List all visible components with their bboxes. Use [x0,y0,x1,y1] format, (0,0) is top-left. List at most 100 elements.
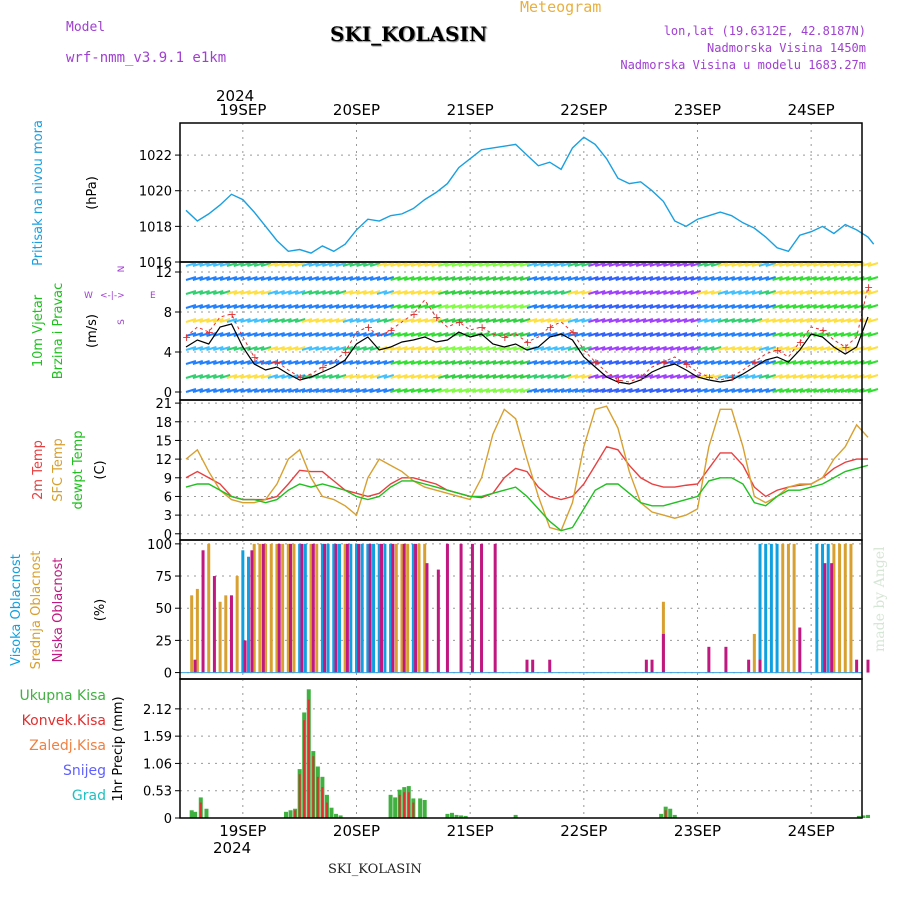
wind-barb [765,276,776,281]
wind-barb [635,374,647,379]
wind-barb [642,262,654,267]
wind-barb [322,360,333,365]
wind-barb [492,276,504,281]
wind-barb [833,374,845,379]
wind-barb [663,276,674,281]
wind-barb [458,276,470,281]
precip-unit: 1hr Precip (mm) [111,696,126,801]
wind-barb [690,262,701,267]
wind-barb [219,374,231,379]
wind-barb [806,374,817,379]
wind-barb [663,332,674,337]
wind-barb [458,318,470,323]
precip-total-bar [288,810,293,818]
wind-barb [690,332,701,337]
wind-barb [779,374,790,379]
wind-barb [744,346,756,351]
wind-barb [656,290,667,295]
wind-barb [697,290,708,295]
wind-barb [485,290,497,295]
precip-total-bar [393,797,398,818]
wind-barb [765,374,776,379]
wind-barb [192,318,204,323]
wind-barb [472,318,483,323]
meteogram-label: Meteogram [520,0,602,16]
wind-barb [731,332,742,337]
wind-barb [819,332,831,337]
wind-barb [349,262,360,267]
precip-total-bar [445,813,450,818]
temp-ylabel-dewpt: dewpt Temp [71,430,86,509]
wind-gust-marker: + [864,281,873,294]
wind-barb [533,318,545,323]
precip-conv-bar [664,810,667,818]
wind-barb [540,346,551,351]
wind-barb [813,346,824,351]
wind-barb [785,346,797,351]
wind-barb [294,276,306,281]
wind-barb [363,276,374,281]
wind-barb [867,332,879,337]
wind-barb [669,290,681,295]
cloud-high-bar [320,543,324,673]
cloud-mid-bar [286,543,290,673]
wind-barb [622,346,633,351]
wind-barb [806,388,817,393]
wind-barb [519,374,531,379]
wind-barb [390,262,401,267]
wind-barb [335,374,347,379]
wind-barb [363,290,374,295]
wind-barb [485,332,497,337]
cloud-low-bar [261,543,265,673]
wind-barb [635,290,647,295]
wind-barb [758,388,770,393]
wind-gust-marker: + [773,344,782,357]
wind-barb [663,374,674,379]
wind-barb [629,276,640,281]
wind-barb [315,304,326,309]
wind-barb [499,290,511,295]
wind-barb [431,290,442,295]
wind-barb [260,332,272,337]
wind-barb [669,304,681,309]
wind-barb [240,318,251,323]
wind-barb [492,346,504,351]
wind-barb [349,388,360,393]
wind-barb [779,346,790,351]
temperature-ytick-label: 6 [164,490,172,505]
wind-barb [240,276,251,281]
bottom-year-label: 2024 [213,839,251,857]
wind-barb [649,262,661,267]
wind-barb [417,290,429,295]
cloud-mid-bar [792,543,796,673]
wind-barb [288,360,299,365]
precip-legend-1: Konvek.Kisa [22,713,106,729]
wind-barb [253,388,265,393]
wind-barb [444,262,456,267]
wind-gust-marker: + [182,331,191,344]
wind-barb [663,304,674,309]
wind-barb [219,332,231,337]
precip-total-bar [459,815,464,818]
wind-barb [199,262,210,267]
wind-barb [294,332,306,337]
wind-barb [424,304,435,309]
precip-total-bar [334,813,339,818]
wind-barb [349,332,360,337]
cloud-ytick-label: 50 [155,602,172,617]
wind-barb [417,360,429,365]
pressure-pressure-line [185,136,875,254]
wind-barb [608,276,620,281]
wind-dir-n: N [117,266,127,273]
wind-barb [219,360,231,365]
wind-barb [526,276,538,281]
wind-barb [356,276,367,281]
wind-barb [444,346,456,351]
wind-gust-marker: + [659,356,668,369]
wind-barb [594,262,606,267]
wind-barb [212,276,224,281]
wind-barb [274,262,285,267]
wind-barb [240,346,251,351]
wind-barb [717,318,729,323]
